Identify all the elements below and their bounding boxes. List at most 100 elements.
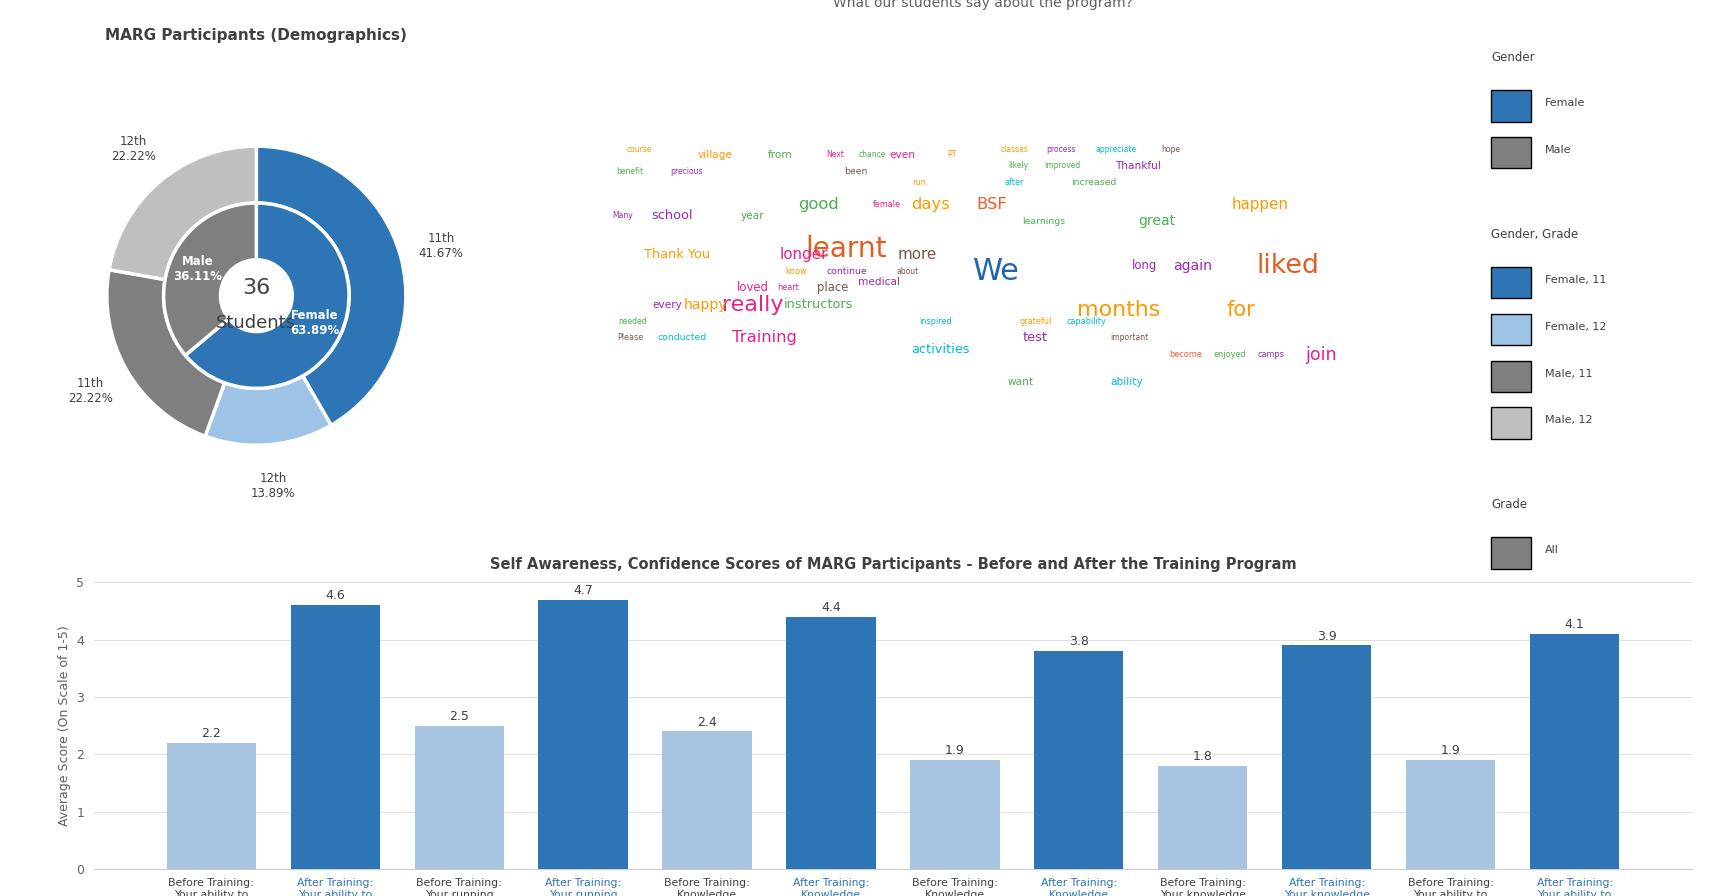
Bar <box>291 606 379 869</box>
Text: All: All <box>1545 546 1559 556</box>
Text: run: run <box>913 178 926 187</box>
Text: 1.9: 1.9 <box>945 745 966 757</box>
Text: Gender, Grade: Gender, Grade <box>1492 228 1579 241</box>
Text: important: important <box>1111 333 1148 342</box>
Text: 3.8: 3.8 <box>1068 635 1089 649</box>
Text: ability: ability <box>1111 377 1143 387</box>
Text: camps: camps <box>1258 350 1285 359</box>
Text: more: more <box>897 247 937 263</box>
Text: become: become <box>1169 350 1201 359</box>
Text: Thank You: Thank You <box>644 248 711 261</box>
FancyBboxPatch shape <box>1492 360 1531 392</box>
Text: capability: capability <box>1066 317 1106 326</box>
Text: What our students say about the program?: What our students say about the program? <box>832 0 1133 10</box>
Text: place: place <box>817 281 848 295</box>
Text: longer: longer <box>779 247 829 263</box>
Text: female: female <box>873 200 901 209</box>
Text: even: even <box>890 150 916 159</box>
Text: Male, 11: Male, 11 <box>1545 368 1593 379</box>
Text: Next: Next <box>825 151 844 159</box>
FancyBboxPatch shape <box>1492 314 1531 345</box>
Text: benefit: benefit <box>617 167 644 176</box>
Text: likely: likely <box>1008 161 1029 170</box>
Text: every: every <box>653 299 682 310</box>
Text: Female
63.89%: Female 63.89% <box>291 309 340 337</box>
Text: happen: happen <box>1232 197 1289 212</box>
Text: learnt: learnt <box>805 235 887 263</box>
Text: enjoyed: enjoyed <box>1213 350 1246 359</box>
Text: village: village <box>697 150 731 159</box>
Y-axis label: Average Score (On Scale of 1-5): Average Score (On Scale of 1-5) <box>58 625 70 826</box>
Text: needed: needed <box>619 317 646 326</box>
Text: learnings: learnings <box>1022 217 1065 226</box>
Text: days: days <box>911 197 950 212</box>
FancyBboxPatch shape <box>1492 137 1531 168</box>
Text: PT: PT <box>947 151 957 159</box>
Text: 12th
22.22%: 12th 22.22% <box>111 135 156 163</box>
Text: long: long <box>1131 259 1157 272</box>
Text: 1.9: 1.9 <box>1441 745 1461 757</box>
Text: activities: activities <box>911 342 969 356</box>
Text: happy: happy <box>684 297 726 312</box>
Text: great: great <box>1138 214 1176 228</box>
Text: 36: 36 <box>243 278 270 298</box>
Text: 2.5: 2.5 <box>449 710 468 723</box>
Wedge shape <box>109 146 256 280</box>
Text: grateful: grateful <box>1019 317 1051 326</box>
Text: classes: classes <box>1001 144 1029 153</box>
Text: been: been <box>844 167 868 176</box>
Bar <box>1282 645 1371 869</box>
Text: instructors: instructors <box>783 298 853 311</box>
Title: Self Awareness, Confidence Scores of MARG Participants - Before and After the Tr: Self Awareness, Confidence Scores of MAR… <box>490 556 1295 572</box>
Text: Students: Students <box>217 314 296 332</box>
FancyBboxPatch shape <box>1492 408 1531 438</box>
Text: Female: Female <box>1545 99 1584 108</box>
FancyBboxPatch shape <box>1492 538 1531 568</box>
Text: heart: heart <box>778 283 800 292</box>
Text: Male
36.11%: Male 36.11% <box>174 254 222 282</box>
Text: join: join <box>1306 346 1336 364</box>
Title: MARG Participants (Demographics): MARG Participants (Demographics) <box>106 28 407 43</box>
Bar <box>786 616 875 869</box>
Text: 11th
22.22%: 11th 22.22% <box>68 377 113 405</box>
Bar <box>415 726 504 869</box>
Text: good: good <box>798 197 839 212</box>
Text: course: course <box>627 144 653 153</box>
Text: for: for <box>1227 300 1256 320</box>
Text: We: We <box>974 257 1020 286</box>
Text: Grade: Grade <box>1492 498 1528 512</box>
Bar <box>1530 634 1620 869</box>
Text: 4.4: 4.4 <box>820 601 841 614</box>
FancyBboxPatch shape <box>1492 267 1531 298</box>
Text: appreciate: appreciate <box>1095 144 1136 153</box>
Text: year: year <box>740 211 764 220</box>
Text: BSF: BSF <box>978 197 1007 212</box>
Bar <box>1159 766 1248 869</box>
Bar <box>663 731 752 869</box>
Text: after: after <box>1005 178 1024 187</box>
Text: 4.6: 4.6 <box>325 590 345 602</box>
Text: Thankful: Thankful <box>1114 160 1160 171</box>
Text: chance: chance <box>860 151 887 159</box>
Text: 1.8: 1.8 <box>1193 750 1213 763</box>
Wedge shape <box>164 203 256 356</box>
Text: really: really <box>721 295 783 314</box>
Bar <box>1034 651 1123 869</box>
Text: Please: Please <box>617 333 643 342</box>
Bar <box>538 599 627 869</box>
FancyBboxPatch shape <box>1492 90 1531 122</box>
Text: Training: Training <box>731 331 796 346</box>
Text: liked: liked <box>1256 253 1319 279</box>
Text: Gender: Gender <box>1492 51 1535 65</box>
Text: 4.7: 4.7 <box>573 583 593 597</box>
Text: Male, 12: Male, 12 <box>1545 416 1593 426</box>
Text: medical: medical <box>858 278 901 288</box>
Text: want: want <box>1007 377 1034 387</box>
Text: know: know <box>786 267 807 276</box>
Text: Many: Many <box>612 211 632 220</box>
Bar <box>167 743 256 869</box>
Text: process: process <box>1046 144 1075 153</box>
Text: about: about <box>896 267 919 276</box>
Text: Female, 12: Female, 12 <box>1545 322 1606 332</box>
Text: conducted: conducted <box>658 333 706 342</box>
